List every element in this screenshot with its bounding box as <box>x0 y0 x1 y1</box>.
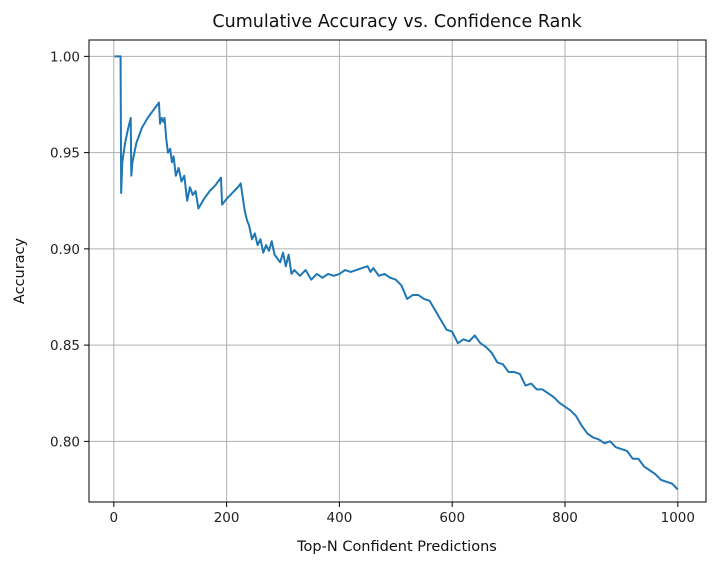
y-axis-label: Accuracy <box>12 237 28 304</box>
tick-layer: 0 200 400 600 800 1000 0.80 0.85 0.90 0.95 1.00 <box>50 49 695 526</box>
y-tick-label: 0.90 <box>50 242 80 258</box>
series-layer <box>114 55 679 491</box>
chart-title: Cumulative Accuracy vs. Confidence Rank <box>212 12 582 32</box>
grid-layer <box>89 40 706 502</box>
x-tick-label: 400 <box>327 510 353 526</box>
y-tick-label: 0.80 <box>50 434 80 450</box>
y-tick-label: 0.85 <box>50 338 80 354</box>
y-tick-label: 0.95 <box>50 146 80 162</box>
plot-frame <box>88 39 707 503</box>
x-axis-label: Top-N Confident Predictions <box>296 539 497 555</box>
series-line-0 <box>114 55 679 491</box>
x-tick-label: 800 <box>552 510 578 526</box>
x-tick-label: 600 <box>439 510 465 526</box>
x-tick-label: 0 <box>110 510 119 526</box>
y-tick-label: 1.00 <box>50 49 80 65</box>
x-tick-label: 200 <box>214 510 240 526</box>
x-tick-label: 1000 <box>661 510 695 526</box>
